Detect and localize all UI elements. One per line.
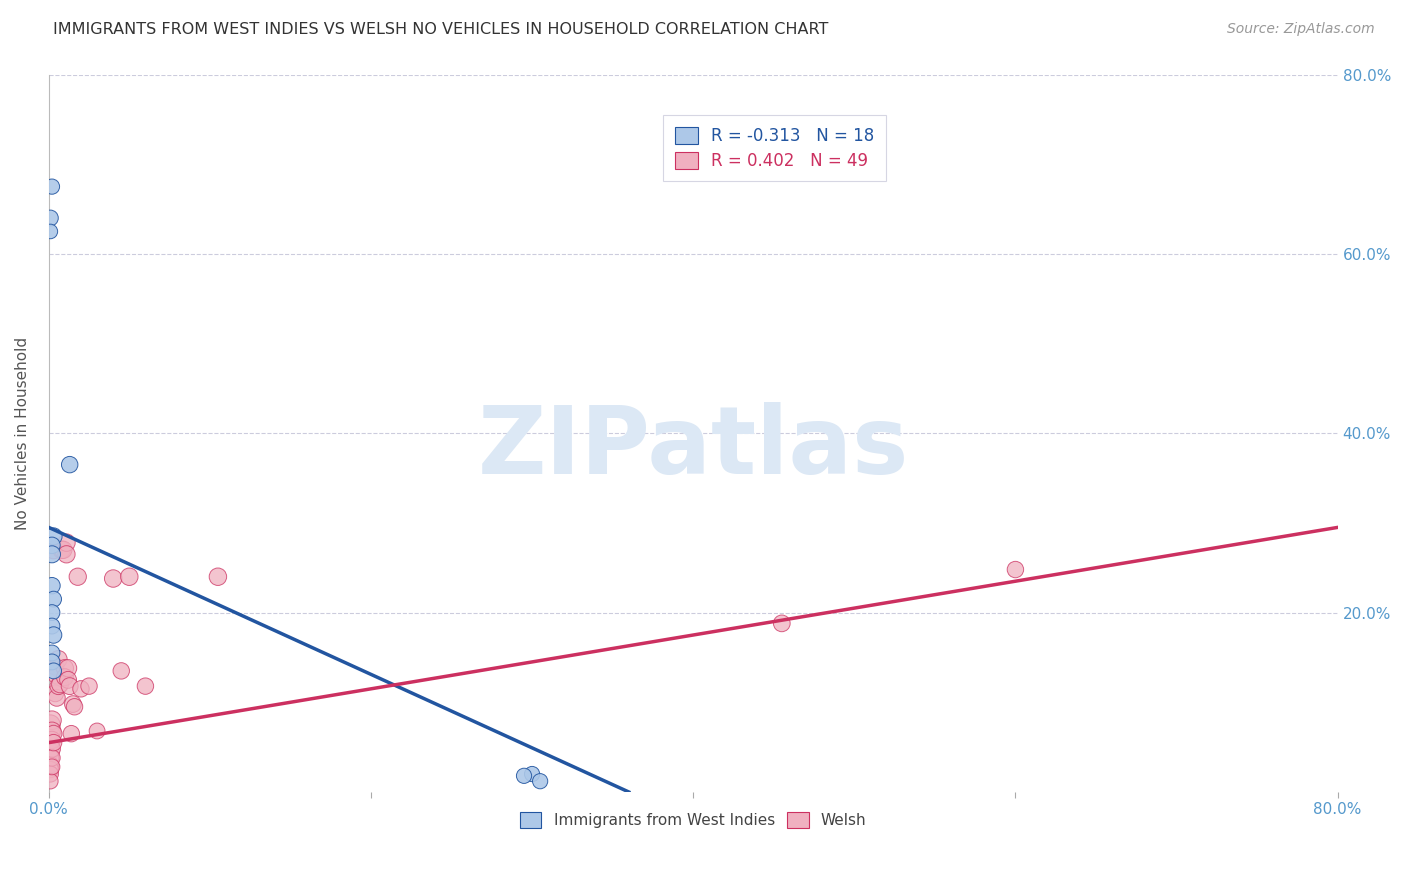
Point xyxy=(41,655,63,669)
Text: IMMIGRANTS FROM WEST INDIES VS WELSH NO VEHICLES IN HOUSEHOLD CORRELATION CHART: IMMIGRANTS FROM WEST INDIES VS WELSH NO … xyxy=(53,22,828,37)
Point xyxy=(1004,563,1026,577)
Point xyxy=(45,668,67,682)
Point xyxy=(207,570,229,584)
Point xyxy=(39,211,62,225)
Point xyxy=(41,713,63,727)
Point xyxy=(48,652,70,666)
Point xyxy=(39,736,62,750)
Point xyxy=(42,529,65,543)
Point xyxy=(56,673,79,687)
Point xyxy=(39,751,62,765)
Point xyxy=(62,697,84,711)
Point xyxy=(41,646,63,660)
Point xyxy=(134,679,156,693)
Point xyxy=(53,670,76,684)
Point xyxy=(66,570,89,584)
Point xyxy=(41,760,63,774)
Point xyxy=(55,535,77,549)
Point xyxy=(513,769,536,783)
Point xyxy=(42,736,65,750)
Point xyxy=(63,699,86,714)
Point xyxy=(55,547,77,561)
Point xyxy=(41,547,63,561)
Point xyxy=(41,723,63,738)
Point xyxy=(41,538,63,552)
Point xyxy=(48,679,70,693)
Point xyxy=(39,763,62,777)
Point xyxy=(59,458,82,472)
Point xyxy=(39,717,62,731)
Point xyxy=(49,677,72,691)
Point xyxy=(56,661,79,675)
Point xyxy=(103,572,125,586)
Point xyxy=(770,616,793,631)
Point xyxy=(529,774,551,789)
Point xyxy=(39,726,62,740)
Point xyxy=(42,628,65,642)
Point xyxy=(41,751,63,765)
Point xyxy=(53,661,76,675)
Point xyxy=(44,686,66,700)
Point xyxy=(39,758,62,772)
Point xyxy=(41,619,63,633)
Point xyxy=(118,570,141,584)
Point xyxy=(41,606,63,620)
Point xyxy=(39,224,62,238)
Point xyxy=(41,733,63,747)
Point xyxy=(42,592,65,607)
Point xyxy=(52,542,75,557)
Point xyxy=(39,745,62,759)
Point xyxy=(60,726,83,740)
Point xyxy=(41,742,63,756)
Point xyxy=(110,664,132,678)
Point xyxy=(44,659,66,673)
Point xyxy=(51,542,73,557)
Point xyxy=(42,542,65,557)
Point xyxy=(59,679,82,693)
Point xyxy=(42,542,65,557)
Point xyxy=(520,767,543,781)
Text: ZIPatlas: ZIPatlas xyxy=(478,401,908,493)
Point xyxy=(86,723,108,738)
Legend: Immigrants from West Indies, Welsh: Immigrants from West Indies, Welsh xyxy=(515,806,873,835)
Point xyxy=(70,681,93,696)
Point xyxy=(39,774,62,789)
Point xyxy=(42,664,65,678)
Point xyxy=(77,679,100,693)
Point xyxy=(45,690,67,705)
Point xyxy=(41,579,63,593)
Point xyxy=(42,726,65,740)
Text: Source: ZipAtlas.com: Source: ZipAtlas.com xyxy=(1227,22,1375,37)
Point xyxy=(39,767,62,781)
Point xyxy=(41,179,63,194)
Y-axis label: No Vehicles in Household: No Vehicles in Household xyxy=(15,336,30,530)
